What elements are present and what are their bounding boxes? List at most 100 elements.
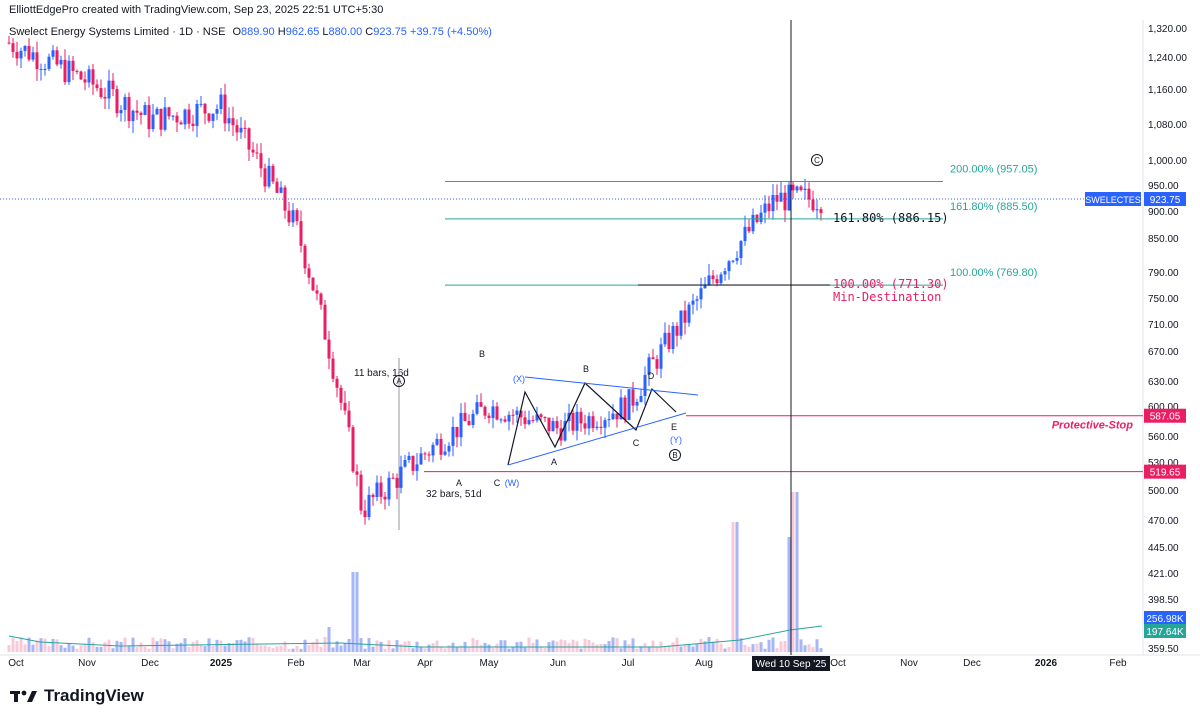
x-tick-label: May	[480, 658, 499, 669]
volume-bar	[235, 640, 239, 652]
price-chart[interactable]: 1,320.00 1,240.00 1,160.00 1,080.00 1,000.00…	[0, 0, 1200, 680]
candle-body	[631, 389, 635, 406]
bars-11-annotation: 11 bars, 16d	[354, 368, 409, 379]
candle-body	[475, 402, 479, 414]
candle-body	[407, 455, 411, 460]
brand-name: TradingView	[44, 686, 144, 705]
y-tick-label: 850.00	[1148, 234, 1179, 245]
volume-bar	[699, 638, 703, 652]
candle-body	[191, 123, 195, 127]
candle-body	[619, 397, 623, 420]
close-label: C	[365, 26, 374, 38]
candle-body	[139, 112, 143, 115]
candle-body	[683, 310, 687, 323]
y-tick-label: 1,160.00	[1148, 85, 1187, 96]
volume-bar	[211, 646, 215, 652]
high-value: 962.65	[285, 26, 320, 38]
price-tag-value: 256.98K	[1146, 614, 1184, 625]
candle-body	[439, 438, 443, 455]
candle-body	[587, 416, 591, 429]
candle-body	[479, 402, 483, 407]
candle-body	[679, 310, 683, 336]
volume-bar	[811, 647, 815, 652]
open-label: O	[232, 26, 242, 38]
x-tick-label: Dec	[141, 658, 159, 669]
fib-level-label: 200.00% (957.05)	[950, 163, 1037, 175]
volume-bar	[179, 642, 183, 652]
price-tag-box	[1144, 408, 1186, 423]
candle-body	[135, 110, 139, 113]
volume-bar	[83, 643, 87, 652]
volume-bar	[523, 647, 527, 652]
candle-body	[615, 413, 619, 420]
candle-body	[651, 357, 655, 360]
volume-bar	[639, 646, 643, 652]
volume-bar	[275, 646, 279, 652]
x-tick-label: Dec	[963, 658, 981, 669]
volume-bar	[327, 627, 331, 652]
volume-bar	[303, 639, 307, 652]
volume-bar	[571, 639, 575, 652]
close-value: 923.75	[373, 26, 407, 38]
candle-body	[39, 68, 43, 70]
price-tag-box	[1144, 611, 1186, 625]
tradingview-footer: TradingView	[10, 686, 144, 706]
candle-body	[799, 186, 803, 191]
candle-body	[399, 466, 403, 488]
volume-bar	[467, 647, 471, 652]
candle-body	[331, 358, 335, 379]
candle-body	[7, 42, 11, 44]
volume-bar	[339, 645, 343, 652]
volume-bar	[135, 647, 139, 652]
volume-bar	[203, 646, 207, 652]
volume-bar	[259, 645, 263, 652]
candle-body	[507, 414, 511, 422]
volume-bar	[323, 637, 327, 652]
wave-label: C	[494, 478, 501, 488]
candle-body	[539, 414, 543, 418]
candle-body	[147, 105, 151, 130]
candle-body	[307, 268, 311, 278]
volume-bar	[15, 641, 19, 652]
volume-bar	[643, 643, 647, 652]
candle-body	[155, 108, 159, 115]
candle-body	[531, 420, 535, 422]
volume-bar	[31, 644, 35, 652]
candle-body	[583, 423, 587, 429]
candle-body	[463, 412, 467, 422]
volume-bar	[11, 637, 15, 652]
volume-bar	[103, 642, 107, 652]
fib-level-label: 161.80% (885.50)	[950, 201, 1037, 213]
volume-bar	[47, 646, 51, 652]
candle-body	[419, 453, 423, 465]
x-tick-label: Nov	[900, 658, 918, 669]
volume-bar	[55, 639, 59, 652]
y-tick-label: 1,320.00	[1148, 24, 1187, 35]
y-tick-label: 900.00	[1148, 207, 1179, 218]
candle-body	[151, 114, 155, 130]
x-tick-label: 2026	[1035, 658, 1058, 669]
candle-body	[167, 107, 171, 117]
volume-bar	[615, 638, 619, 652]
volume-bar	[171, 648, 175, 652]
candle-body	[487, 415, 491, 418]
candle-body	[219, 94, 223, 110]
candle-body	[187, 109, 191, 124]
wave-label: A	[551, 457, 557, 467]
volume-bar	[747, 646, 751, 652]
high-label: H	[277, 26, 286, 38]
candle-body	[551, 421, 555, 432]
volume-bar	[667, 645, 671, 652]
protective-stop-label: Protective-Stop	[1052, 420, 1134, 432]
volume-bar	[295, 645, 299, 652]
candle-body	[379, 482, 383, 497]
x-tick-label: Oct	[8, 658, 24, 669]
fib-100-annotation: 100.00% (771.30)	[833, 277, 949, 291]
candle-body	[83, 79, 87, 83]
volume-bar	[487, 644, 491, 652]
volume-ma-line	[8, 625, 823, 648]
volume-bar	[647, 646, 651, 652]
candle-body	[795, 186, 799, 191]
volume-bar	[223, 645, 227, 652]
x-tick-label: Apr	[417, 658, 433, 669]
